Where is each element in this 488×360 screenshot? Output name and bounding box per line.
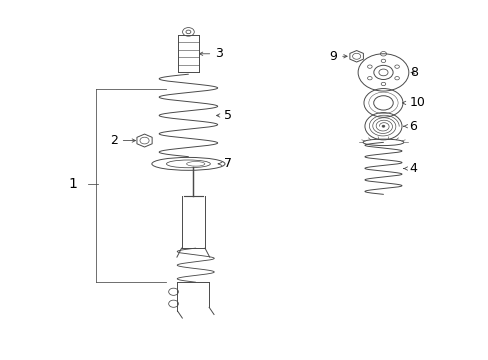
Text: 6: 6 — [403, 120, 416, 133]
Text: 1: 1 — [68, 177, 77, 191]
Text: 9: 9 — [328, 50, 346, 63]
Text: 5: 5 — [216, 109, 231, 122]
Circle shape — [381, 125, 384, 127]
Text: 8: 8 — [409, 66, 417, 79]
Text: 7: 7 — [218, 157, 231, 170]
Text: 10: 10 — [402, 96, 425, 109]
Text: 3: 3 — [199, 47, 223, 60]
Text: 2: 2 — [110, 134, 135, 147]
Text: 4: 4 — [403, 162, 416, 175]
